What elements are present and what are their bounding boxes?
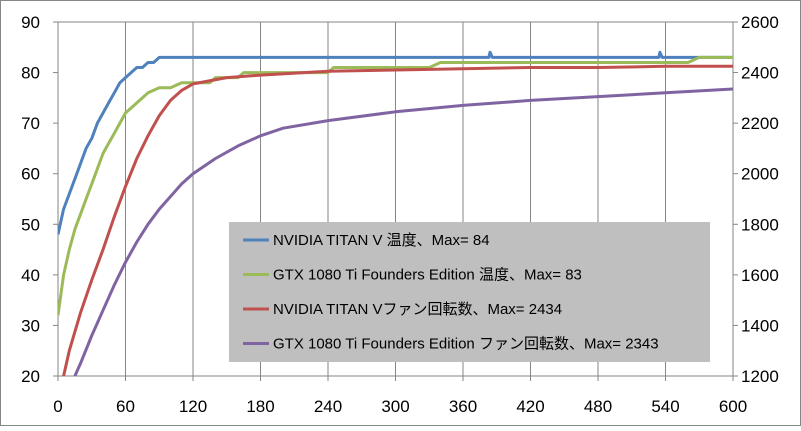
x-tick-label: 360	[449, 397, 477, 416]
y-right-tick-label: 1400	[741, 316, 779, 335]
x-tick-label: 60	[116, 397, 135, 416]
x-tick-label: 600	[719, 397, 747, 416]
y-left-tick-label: 60	[21, 165, 40, 184]
x-tick-label: 0	[53, 397, 62, 416]
y-left-tick-label: 90	[21, 13, 40, 32]
y-right-tick-label: 2400	[741, 64, 779, 83]
x-tick-label: 240	[314, 397, 342, 416]
legend-label: NVIDIA TITAN Vファン回転数、Max= 2434	[273, 301, 562, 318]
series-lines	[58, 50, 733, 376]
x-tick-label: 120	[179, 397, 207, 416]
legend-box	[229, 222, 710, 362]
axes: 0 60 120 180 240 300 360 420 480 540 600 20 30 40 50 60…	[21, 13, 779, 416]
series-line-2	[58, 55, 733, 316]
y-left-tick-label: 20	[21, 367, 40, 386]
y-left-tick-label: 30	[21, 316, 40, 335]
legend-label: GTX 1080 Ti Founders Edition ファン回転数、Max=…	[273, 336, 659, 353]
series-line-1	[58, 50, 733, 235]
x-tick-label: 420	[516, 397, 544, 416]
y-right-tick-label: 2000	[741, 165, 779, 184]
y-left-tick-label: 80	[21, 64, 40, 83]
y-right-tick-label: 1200	[741, 367, 779, 386]
x-tick-label: 480	[584, 397, 612, 416]
legend-label: NVIDIA TITAN V 温度、Max= 84	[273, 232, 490, 249]
y-left-tick-label: 40	[21, 266, 40, 285]
y-right-tick-label: 1800	[741, 215, 779, 234]
x-tick-label: 540	[651, 397, 679, 416]
y-right-tick-label: 2200	[741, 114, 779, 133]
x-tick-label: 180	[246, 397, 274, 416]
legend: NVIDIA TITAN V 温度、Max= 84 GTX 1080 Ti Fou…	[229, 222, 710, 362]
y-right-tick-label: 1600	[741, 266, 779, 285]
y-left-tick-label: 50	[21, 215, 40, 234]
series-line-4	[73, 87, 733, 376]
series-line-3	[62, 64, 733, 376]
y-left-tick-label: 70	[21, 114, 40, 133]
legend-label: GTX 1080 Ti Founders Edition 温度、Max= 83	[273, 267, 582, 284]
x-tick-label: 300	[381, 397, 409, 416]
y-right-tick-label: 2600	[741, 13, 779, 32]
